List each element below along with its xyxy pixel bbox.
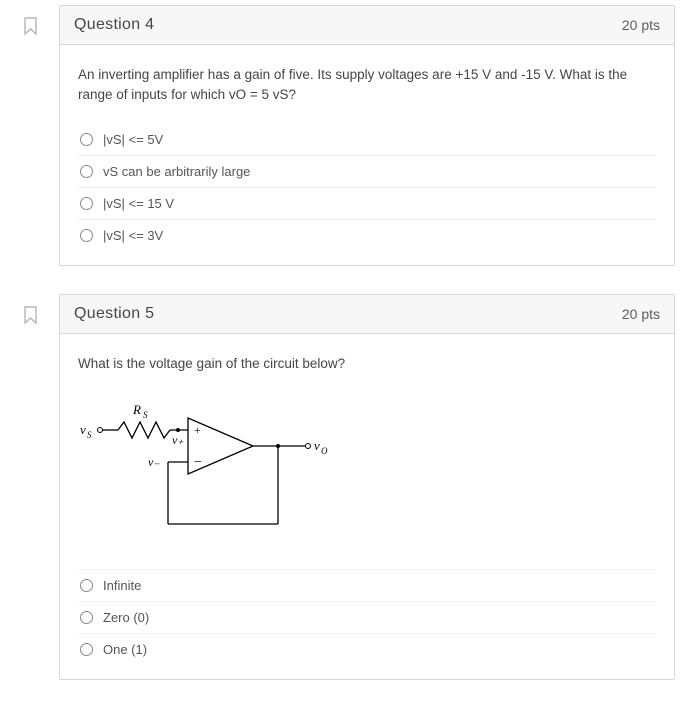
question-title: Question 5 (74, 305, 154, 323)
option-label: vS can be arbitrarily large (103, 164, 250, 179)
question-body: What is the voltage gain of the circuit … (60, 334, 674, 679)
option-row[interactable]: Infinite (78, 570, 656, 602)
question-block: Question 5 20 pts What is the voltage ga… (5, 294, 675, 680)
radio-icon[interactable] (80, 611, 93, 624)
question-block: Question 4 20 pts An inverting amplifier… (5, 5, 675, 266)
option-label: Zero (0) (103, 610, 149, 625)
radio-icon[interactable] (80, 579, 93, 592)
opamp-minus: − (194, 455, 202, 470)
option-label: |vS| <= 3V (103, 228, 163, 243)
bookmark-icon[interactable] (23, 17, 59, 37)
question-body: An inverting amplifier has a gain of fiv… (60, 45, 674, 265)
diagram-label-vo-sub: O (321, 446, 328, 456)
option-row[interactable]: One (1) (78, 634, 656, 665)
option-label: |vS| <= 15 V (103, 196, 174, 211)
option-row[interactable]: |vS| <= 15 V (78, 188, 656, 220)
question-title: Question 4 (74, 16, 154, 34)
flag-column (5, 294, 59, 326)
radio-icon[interactable] (80, 133, 93, 146)
question-card: Question 5 20 pts What is the voltage ga… (59, 294, 675, 680)
question-points: 20 pts (622, 306, 660, 322)
option-row[interactable]: vS can be arbitrarily large (78, 156, 656, 188)
radio-icon[interactable] (80, 229, 93, 242)
options-list: |vS| <= 5V vS can be arbitrarily large |… (78, 124, 656, 251)
question-prompt: What is the voltage gain of the circuit … (78, 354, 656, 374)
radio-icon[interactable] (80, 165, 93, 178)
question-prompt: An inverting amplifier has a gain of fiv… (78, 65, 656, 104)
option-label: One (1) (103, 642, 147, 657)
diagram-label-vminus: v₋ (148, 455, 160, 469)
option-label: |vS| <= 5V (103, 132, 163, 147)
option-row[interactable]: Zero (0) (78, 602, 656, 634)
option-label: Infinite (103, 578, 141, 593)
diagram-label-vplus: v₊ (172, 433, 184, 447)
option-row[interactable]: |vS| <= 3V (78, 220, 656, 251)
diagram-label-rs: R (132, 402, 141, 417)
diagram-label-vs: v (80, 422, 86, 437)
question-header: Question 4 20 pts (60, 6, 674, 45)
circuit-diagram: v S R S v₊ (78, 394, 656, 539)
question-header: Question 5 20 pts (60, 295, 674, 334)
diagram-label-vs-sub: S (87, 430, 92, 440)
flag-column (5, 5, 59, 37)
diagram-label-vo: v (314, 438, 320, 453)
question-points: 20 pts (622, 17, 660, 33)
radio-icon[interactable] (80, 197, 93, 210)
radio-icon[interactable] (80, 643, 93, 656)
question-card: Question 4 20 pts An inverting amplifier… (59, 5, 675, 266)
option-row[interactable]: |vS| <= 5V (78, 124, 656, 156)
diagram-label-rs-sub: S (143, 410, 148, 420)
opamp-plus: + (194, 423, 201, 437)
bookmark-icon[interactable] (23, 306, 59, 326)
options-list: Infinite Zero (0) One (1) (78, 569, 656, 665)
